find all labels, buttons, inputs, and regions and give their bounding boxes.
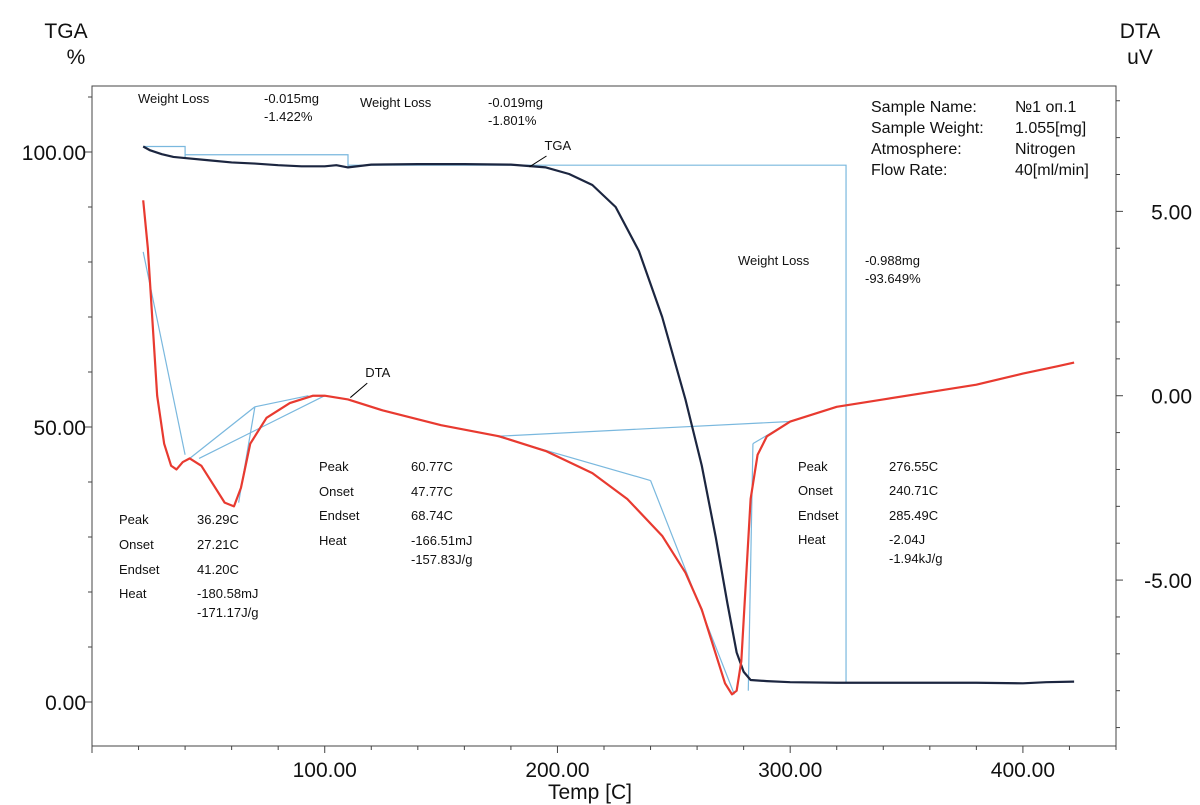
- dta-baseline-line: [254, 395, 309, 408]
- right-axis-title-line1: DTA: [1120, 20, 1160, 43]
- flow-rate-value: 40[ml/min]: [1015, 162, 1089, 179]
- peak-1-peak-value: 36.29C: [197, 512, 239, 527]
- x-axis-title: Temp [C]: [548, 781, 632, 804]
- weight-loss-2-label: Weight Loss: [360, 95, 432, 110]
- peak-2-onset-label: Onset: [319, 484, 354, 499]
- tga-step-line: [348, 164, 847, 683]
- tga-series-line: [142, 145, 1075, 685]
- sample-weight-label: Sample Weight:: [871, 120, 984, 137]
- sample-name-label: Sample Name:: [871, 99, 977, 116]
- weight-loss-3-percent: -93.649%: [865, 271, 921, 286]
- peak-3-endset-label: Endset: [798, 508, 839, 523]
- peak-3-onset-label: Onset: [798, 483, 833, 498]
- peak-2-heat-value: -166.51mJ: [411, 533, 472, 548]
- peak-1-peak-label: Peak: [119, 512, 149, 527]
- peak-1-endset-value: 41.20C: [197, 562, 239, 577]
- x-tick-label: 200.00: [525, 759, 589, 782]
- tga-leader-line: [529, 155, 547, 168]
- flow-rate-label: Flow Rate:: [871, 162, 947, 179]
- peak-2-onset-value: 47.77C: [411, 484, 453, 499]
- y-left-tick-label: 100.00: [22, 142, 86, 165]
- peak-2-heat-label: Heat: [319, 533, 347, 548]
- weight-loss-1-mass: -0.015mg: [264, 91, 319, 106]
- y-right-tick-label: -5.00: [1144, 570, 1192, 593]
- peak-3-onset-value: 240.71C: [889, 483, 938, 498]
- x-tick-label: 100.00: [293, 759, 357, 782]
- tga-curve-label: TGA: [544, 138, 571, 153]
- plot-frame: [91, 85, 1117, 747]
- dta-leader-line: [350, 382, 368, 398]
- weight-loss-2-percent: -1.801%: [488, 113, 537, 128]
- peak-3-heat-value: -2.04J: [889, 532, 925, 547]
- sample-name-value: №1 оп.1: [1015, 99, 1077, 116]
- peak-1-endset-label: Endset: [119, 562, 160, 577]
- left-axis-title-line1: TGA: [44, 20, 87, 43]
- dta-baseline-line: [747, 443, 754, 691]
- peak-2-endset-label: Endset: [319, 508, 360, 523]
- peak-2-heat-per-g: -157.83J/g: [411, 552, 472, 567]
- peak-1-heat-value: -180.58mJ: [197, 586, 258, 601]
- tga-step-line: [185, 154, 349, 168]
- tga-step-line: [143, 145, 186, 159]
- leader-layer: TGA DTA: [350, 138, 572, 398]
- weight-loss-3-mass: -0.988mg: [865, 253, 920, 268]
- weight-loss-2-mass: -0.019mg: [488, 95, 543, 110]
- x-tick-label: 400.00: [991, 759, 1055, 782]
- y-left-tick-label: 50.00: [33, 417, 86, 440]
- peak-1-onset-value: 27.21C: [197, 537, 239, 552]
- series-layer: [142, 145, 1075, 696]
- peak-3-heat-label: Heat: [798, 532, 826, 547]
- ticks-layer: 100.00 200.00 300.00 400.00 0.00 50.00 100.00 -…: [22, 96, 1192, 782]
- weight-loss-1-label: Weight Loss: [138, 91, 210, 106]
- dta-baseline-line: [189, 406, 256, 459]
- peak-3-peak-value: 276.55C: [889, 459, 938, 474]
- peak-1-onset-label: Onset: [119, 537, 154, 552]
- right-axis-title-line2: uV: [1127, 46, 1153, 69]
- y-right-tick-label: 0.00: [1151, 386, 1192, 409]
- peak-2-peak-label: Peak: [319, 459, 349, 474]
- weight-loss-3-label: Weight Loss: [738, 253, 810, 268]
- peak-1-heat-label: Heat: [119, 586, 147, 601]
- dta-baseline-line: [496, 420, 791, 437]
- peak-2-endset-value: 68.74C: [411, 508, 453, 523]
- peak-2-peak-value: 60.77C: [411, 459, 453, 474]
- dta-curve-label: DTA: [365, 365, 390, 380]
- atmosphere-label: Atmosphere:: [871, 141, 962, 158]
- y-right-tick-label: 5.00: [1151, 201, 1192, 224]
- peak-3-peak-label: Peak: [798, 459, 828, 474]
- atmosphere-value: Nitrogen: [1015, 141, 1075, 158]
- weight-loss-1-percent: -1.422%: [264, 109, 313, 124]
- dta-series-line: [142, 200, 1075, 696]
- peak-1-heat-per-g: -171.17J/g: [197, 605, 258, 620]
- x-tick-label: 300.00: [758, 759, 822, 782]
- sample-weight-value: 1.055[mg]: [1015, 120, 1086, 137]
- left-axis-title-line2: %: [67, 46, 86, 69]
- peak-3-heat-per-g: -1.94kJ/g: [889, 551, 942, 566]
- peak-3-endset-value: 285.49C: [889, 508, 938, 523]
- y-left-tick-label: 0.00: [45, 692, 86, 715]
